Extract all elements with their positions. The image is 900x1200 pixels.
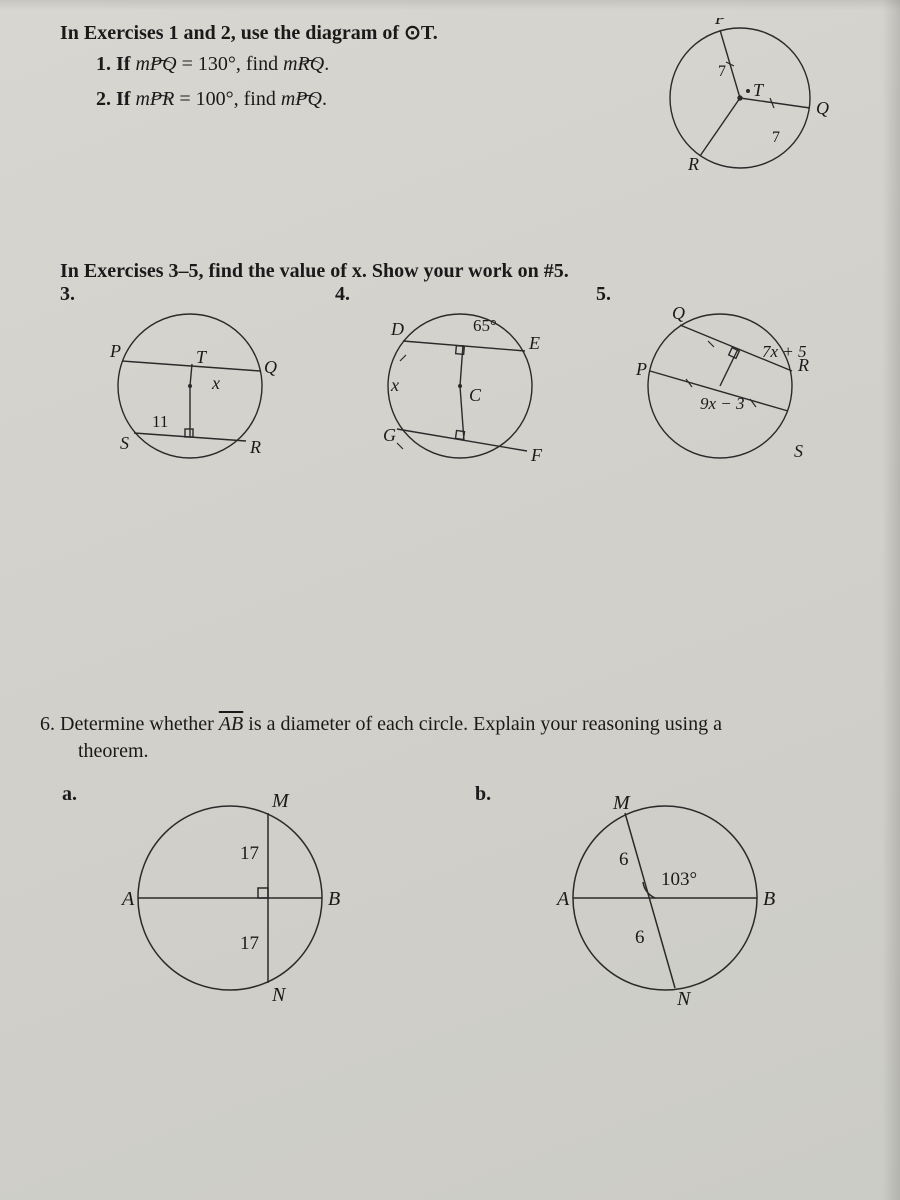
figure-6a: a. A B M N 17 bbox=[90, 783, 445, 1013]
q6-seg: AB bbox=[219, 713, 243, 735]
f5-S: S bbox=[794, 441, 803, 461]
f6a-17b: 17 bbox=[240, 933, 259, 954]
q6-text-a: 6. Determine whether bbox=[40, 713, 219, 735]
ex2-m2: m bbox=[281, 88, 295, 110]
label-T: T bbox=[753, 80, 765, 100]
label-P: P bbox=[714, 18, 726, 28]
label-5: 5. bbox=[596, 283, 611, 306]
figure-5: 5. P Q R S bbox=[590, 291, 860, 481]
figure-3: 3. P Q S R bbox=[60, 291, 325, 481]
f4-C: C bbox=[469, 385, 482, 405]
f3-R: R bbox=[249, 437, 261, 457]
ex2-eq: = 100°, find bbox=[179, 88, 281, 110]
ex1-eq: = 130°, find bbox=[182, 53, 284, 75]
circle-T-diagram: P Q R T 7 7 bbox=[640, 18, 860, 188]
f4-G: G bbox=[383, 425, 396, 445]
f5-7x5: 7x + 5 bbox=[762, 342, 807, 361]
f3-Q: Q bbox=[264, 357, 277, 377]
exercise-2: 2. If mPR = 100°, find mPQ. bbox=[96, 88, 640, 111]
row-3-5: 3. P Q S R bbox=[60, 291, 860, 481]
shadow-right bbox=[882, 0, 900, 1200]
f4-65: 65° bbox=[473, 316, 497, 335]
f6b-6b: 6 bbox=[635, 927, 645, 948]
f6b-B: B bbox=[763, 888, 775, 910]
f3-S: S bbox=[120, 433, 129, 453]
figure-4: 4. D E G bbox=[325, 291, 590, 481]
ex2-period: . bbox=[322, 88, 327, 110]
shadow-top bbox=[0, 0, 900, 10]
f5-Q: Q bbox=[672, 303, 685, 323]
worksheet-page: In Exercises 1 and 2, use the diagram of… bbox=[0, 0, 900, 1200]
f4-x: x bbox=[390, 375, 399, 395]
exercise-1: 1. If mPQ = 130°, find mRQ. bbox=[96, 53, 640, 76]
f3-P: P bbox=[109, 341, 121, 361]
f4-D: D bbox=[390, 319, 404, 339]
f4-E: E bbox=[528, 333, 540, 353]
ex1-period: . bbox=[324, 53, 329, 75]
f6a-B: B bbox=[328, 888, 340, 910]
f4-F: F bbox=[530, 445, 543, 465]
question-6: 6. Determine whether AB is a diameter of… bbox=[40, 713, 860, 736]
intro-3-5: In Exercises 3–5, find the value of x. S… bbox=[60, 260, 860, 283]
label-Q: Q bbox=[816, 98, 829, 118]
f3-T: T bbox=[196, 347, 208, 367]
intro-1-2-block: In Exercises 1 and 2, use the diagram of… bbox=[60, 18, 640, 119]
figure-6b: b. A B M N 6 bbox=[505, 783, 860, 1013]
row-6ab: a. A B M N 17 bbox=[60, 783, 860, 1013]
f6a-17a: 17 bbox=[240, 843, 259, 864]
f6b-103: 103° bbox=[661, 869, 697, 890]
f6a-A: A bbox=[120, 888, 135, 910]
f3-11: 11 bbox=[152, 412, 168, 431]
ex2-m: m bbox=[135, 88, 149, 110]
f6a-N: N bbox=[271, 984, 287, 1006]
f6b-N: N bbox=[676, 988, 692, 1010]
f6b-A: A bbox=[555, 888, 570, 910]
f6b-M: M bbox=[612, 792, 631, 814]
top-row: In Exercises 1 and 2, use the diagram of… bbox=[60, 18, 860, 188]
label-6b: b. bbox=[475, 783, 491, 806]
ex2-num: 2. If bbox=[96, 88, 135, 110]
f6b-6a: 6 bbox=[619, 849, 629, 870]
ex1-m2: m bbox=[283, 53, 297, 75]
label-R: R bbox=[687, 154, 699, 174]
ex1-m: m bbox=[135, 53, 149, 75]
ex1-num: 1. If bbox=[96, 53, 135, 75]
intro-1-2: In Exercises 1 and 2, use the diagram of… bbox=[60, 20, 640, 45]
label-4: 4. bbox=[335, 283, 350, 306]
label-7b: 7 bbox=[772, 129, 780, 146]
q6-text-b: is a diameter of each circle. Explain yo… bbox=[243, 713, 722, 735]
label-3: 3. bbox=[60, 283, 75, 306]
q6-cont: theorem. bbox=[78, 740, 860, 763]
f6a-M: M bbox=[271, 790, 290, 812]
f5-9x3: 9x − 3 bbox=[700, 394, 745, 413]
label-7a: 7 bbox=[718, 63, 726, 80]
f5-P: P bbox=[635, 359, 647, 379]
f3-x: x bbox=[211, 373, 220, 393]
circle-T-svg: P Q R T 7 7 bbox=[640, 18, 860, 188]
label-6a: a. bbox=[62, 783, 77, 806]
